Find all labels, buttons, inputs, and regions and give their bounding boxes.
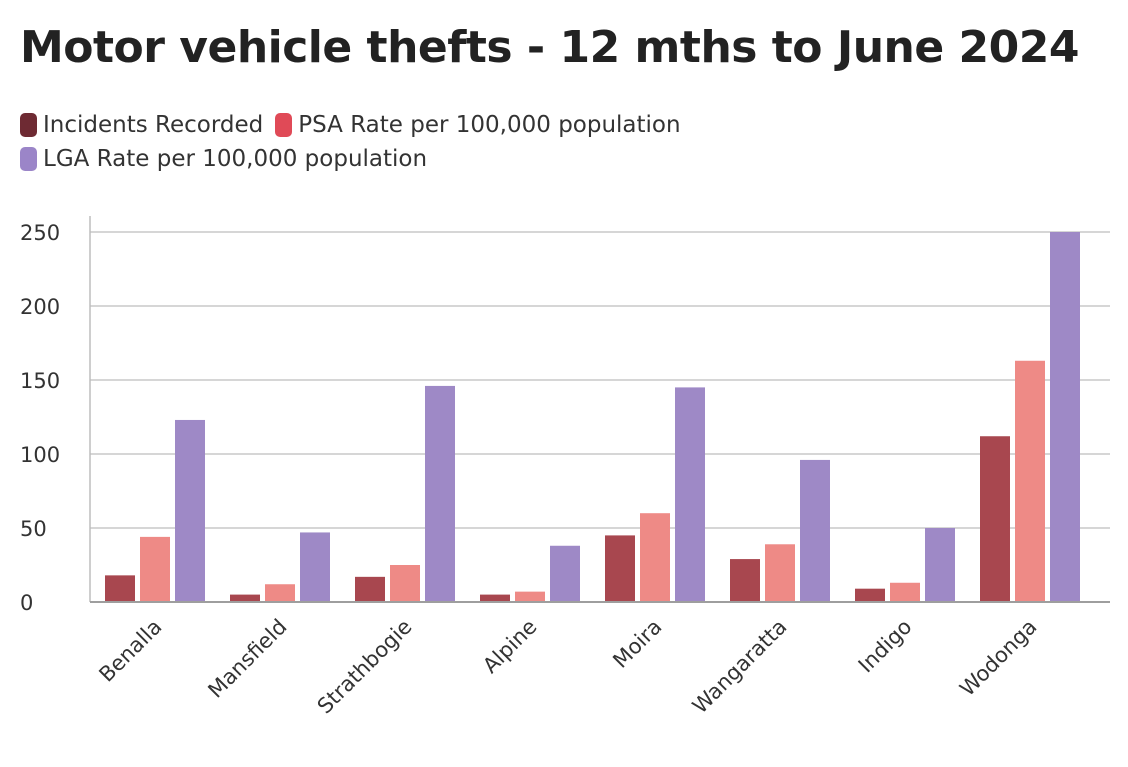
legend-label-incidents: Incidents Recorded	[43, 112, 264, 138]
bar-group-wangaratta	[730, 459, 830, 602]
bar-mansfield-series-3	[300, 532, 330, 602]
bar-moira-series-2	[640, 513, 670, 602]
bar-benalla-series-2	[140, 536, 170, 602]
y-tick-label-250: 250	[20, 221, 60, 245]
bar-wodonga-series-3	[1050, 232, 1080, 602]
bar-wodonga-series-1	[980, 436, 1010, 602]
bar-group-wodonga	[980, 232, 1080, 602]
bar-group-moira	[605, 387, 705, 602]
legend-label-lga-rate: LGA Rate per 100,000 population	[43, 146, 428, 172]
bar-indigo-series-1	[855, 588, 885, 602]
bar-group-indigo	[855, 528, 955, 602]
bar-strathbogie-series-3	[425, 385, 455, 602]
x-tick-label-indigo: Indigo	[854, 615, 917, 678]
bar-strathbogie-series-2	[390, 565, 420, 602]
bar-alpine-series-3	[550, 545, 580, 602]
y-tick-label-0: 0	[20, 591, 33, 615]
bar-alpine-series-1	[480, 594, 510, 602]
x-tick-label-wangaratta: Wangaratta	[688, 615, 792, 719]
legend-label-psa-rate: PSA Rate per 100,000 population	[298, 112, 681, 138]
chart-title: Motor vehicle thefts - 12 mths to June 2…	[20, 22, 1080, 73]
y-tick-label-200: 200	[20, 295, 60, 319]
bar-alpine-series-2	[515, 591, 545, 602]
x-tick-label-wodonga: Wodonga	[955, 615, 1041, 701]
legend-swatch-psa-rate	[275, 113, 293, 137]
x-tick-label-benalla: Benalla	[94, 615, 166, 687]
x-tick-label-mansfield: Mansfield	[203, 615, 291, 703]
bar-wangaratta-series-3	[800, 459, 830, 602]
legend-item-lga-rate: LGA Rate per 100,000 population	[20, 146, 427, 172]
bar-strathbogie-series-1	[355, 576, 385, 602]
y-tick-label-50: 50	[20, 517, 47, 541]
bar-benalla-series-1	[105, 575, 135, 602]
y-tick-label-100: 100	[20, 443, 60, 467]
legend-swatch-lga-rate	[20, 147, 37, 171]
x-tick-label-strathbogie: Strathbogie	[313, 615, 417, 719]
bar-group-alpine	[480, 545, 580, 602]
bar-benalla-series-3	[175, 419, 205, 602]
bar-group-mansfield	[230, 532, 330, 602]
bar-mansfield-series-1	[230, 594, 260, 602]
bar-wangaratta-series-2	[765, 544, 795, 602]
bar-group-benalla	[105, 419, 205, 602]
bar-indigo-series-2	[890, 582, 920, 602]
bar-wodonga-series-2	[1015, 360, 1045, 602]
legend: Incidents Recorded PSA Rate per 100,000 …	[20, 108, 920, 176]
bar-group-strathbogie	[355, 385, 455, 602]
x-tick-label-moira: Moira	[608, 615, 666, 673]
y-tick-label-150: 150	[20, 369, 60, 393]
legend-item-psa-rate: PSA Rate per 100,000 population	[275, 112, 681, 138]
legend-swatch-incidents	[20, 113, 37, 137]
legend-item-incidents: Incidents Recorded	[20, 112, 263, 138]
bar-moira-series-1	[605, 535, 635, 602]
bar-wangaratta-series-1	[730, 559, 760, 602]
x-tick-label-alpine: Alpine	[478, 615, 541, 678]
bar-moira-series-3	[675, 387, 705, 602]
bar-indigo-series-3	[925, 528, 955, 602]
bar-mansfield-series-2	[265, 584, 295, 602]
